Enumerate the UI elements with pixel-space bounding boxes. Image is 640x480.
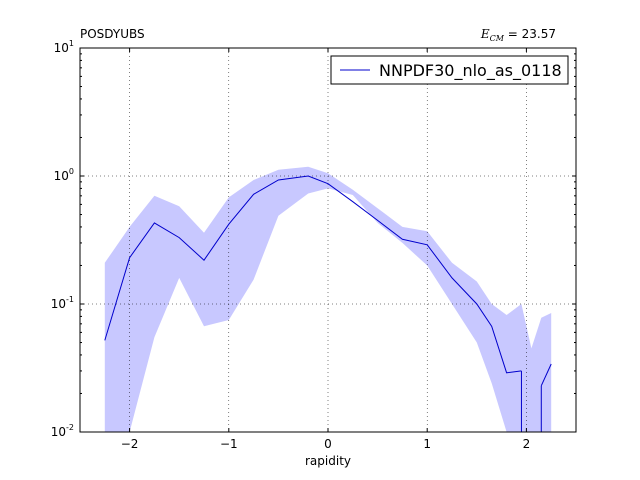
y-tick-label-exponent: 0 <box>69 167 74 176</box>
series-line-layer <box>104 175 552 432</box>
y-tick-label-base: 10 <box>51 297 66 311</box>
x-axis-label: rapidity <box>305 454 351 468</box>
legend-label: NNPDF30_nlo_as_0118 <box>379 61 562 81</box>
x-tick-label: 0 <box>324 437 332 451</box>
uncertainty-band <box>104 166 552 433</box>
legend-box <box>330 55 569 85</box>
series-line <box>540 363 552 386</box>
x-tick-label: −2 <box>121 437 139 451</box>
title-right-symbol: E <box>480 27 490 41</box>
y-tick-label-base: 10 <box>54 41 69 55</box>
y-tick-label: 101 <box>54 39 74 55</box>
y-tick-label-exponent: 1 <box>69 39 74 48</box>
y-tick-label-exponent: -2 <box>66 423 74 432</box>
x-tick-label: 2 <box>523 437 531 451</box>
chart-title-right: ECM = 23.57 <box>480 27 556 43</box>
y-tick-label-base: 10 <box>54 169 69 183</box>
chart-title-left: POSDYUBS <box>80 27 145 41</box>
title-right-value: = 23.57 <box>504 27 556 41</box>
y-tick-label: 100 <box>54 167 74 183</box>
y-tick-label-base: 10 <box>51 425 66 439</box>
title-right-subscript: CM <box>490 34 505 43</box>
series-line <box>104 175 522 374</box>
x-tick-label: −1 <box>220 437 238 451</box>
y-tick-label-exponent: -1 <box>66 295 74 304</box>
legend: NNPDF30_nlo_as_0118 <box>330 55 569 85</box>
x-tick-label: 1 <box>423 437 431 451</box>
uncertainty-band-layer <box>104 166 552 433</box>
y-tick-label: 10-2 <box>51 423 74 439</box>
y-tick-label: 10-1 <box>51 295 74 311</box>
